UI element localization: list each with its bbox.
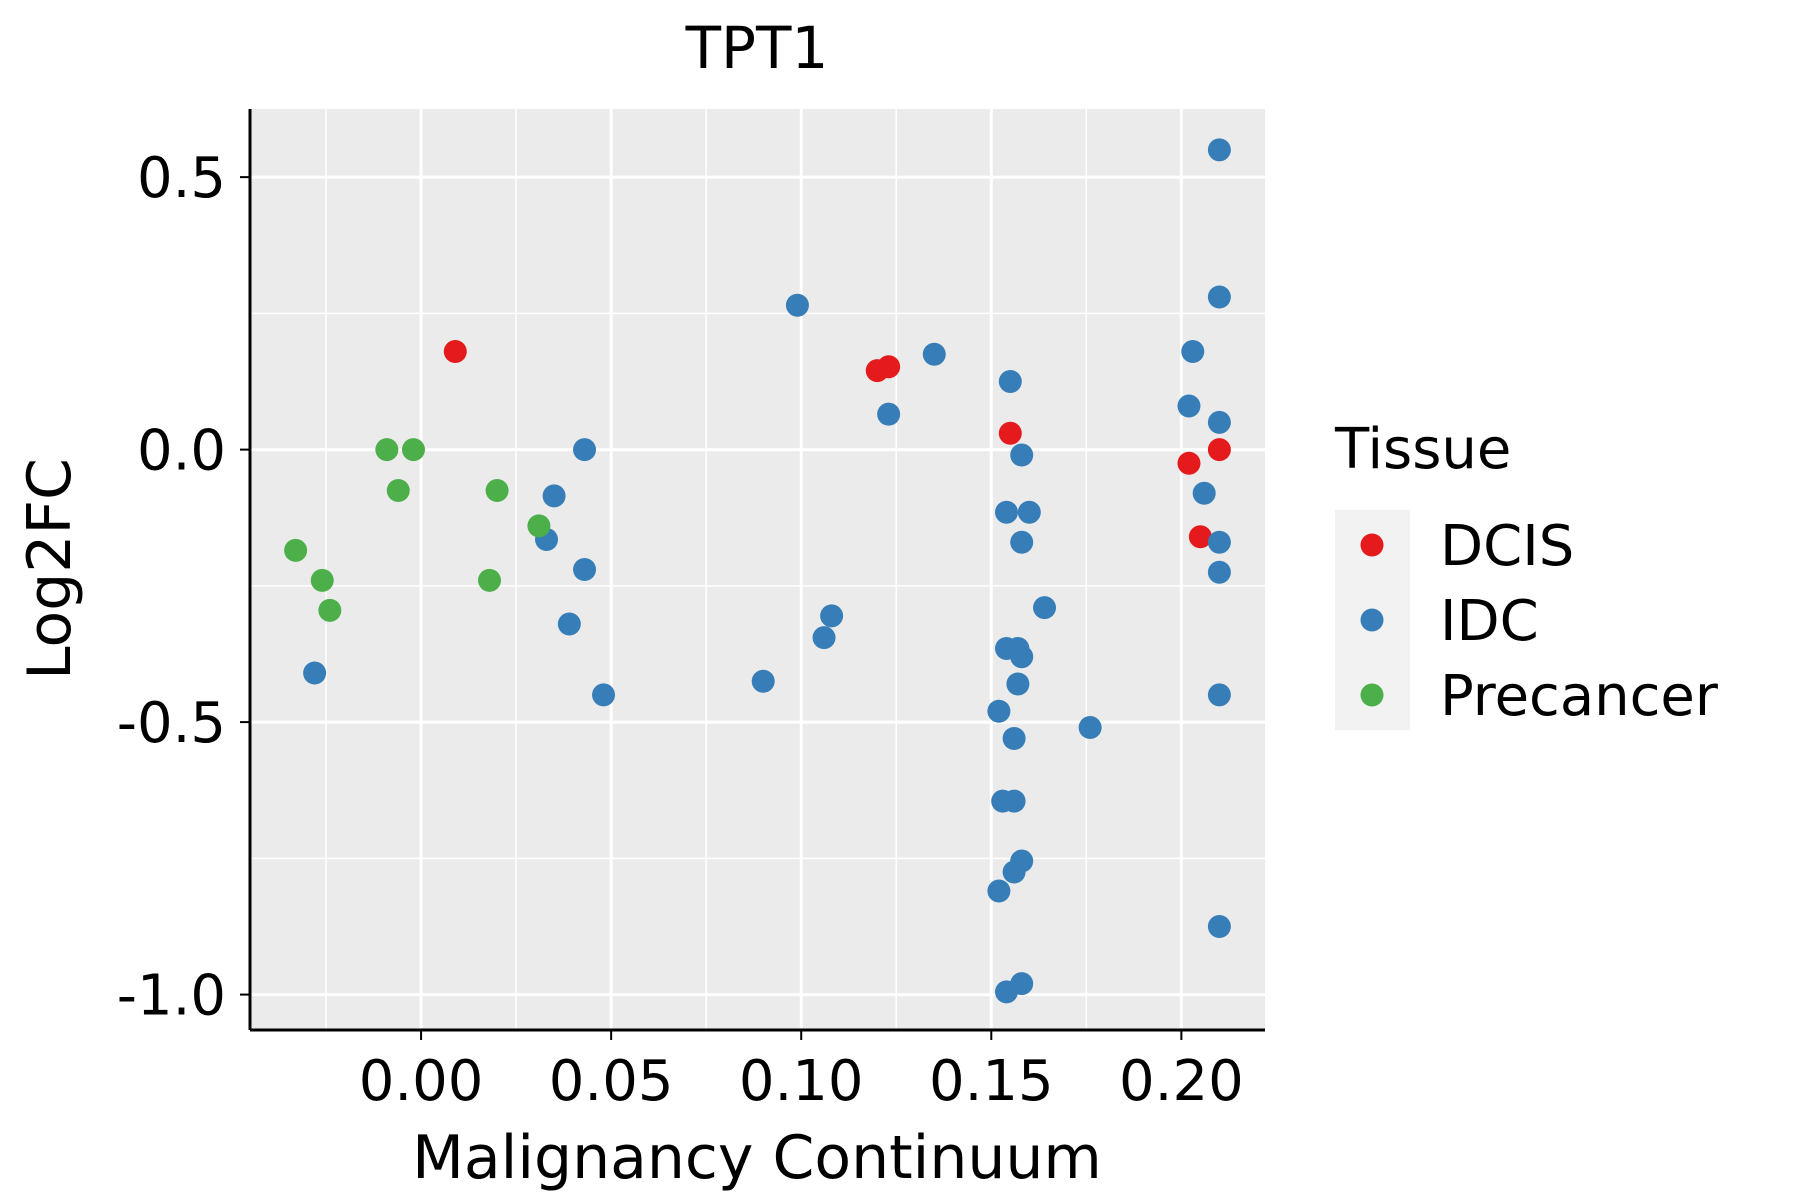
data-point-idc xyxy=(1181,340,1205,364)
chart-title: TPT1 xyxy=(685,14,829,82)
x-tick-label: 0.00 xyxy=(359,1049,484,1114)
x-tick-label: 0.20 xyxy=(1119,1049,1244,1114)
data-point-idc xyxy=(1002,726,1026,750)
data-point-idc xyxy=(557,612,581,636)
data-point-idc xyxy=(573,438,597,462)
y-tick-label: -1.0 xyxy=(117,964,226,1029)
data-point-idc xyxy=(1033,596,1057,620)
data-point-precancer xyxy=(310,568,334,592)
x-tick-label: 0.15 xyxy=(929,1049,1054,1114)
data-point-idc xyxy=(877,402,901,426)
data-point-precancer xyxy=(375,438,399,462)
data-point-idc xyxy=(1207,138,1231,162)
legend-title: Tissue xyxy=(1334,417,1511,482)
y-axis-label: Log2FC xyxy=(15,458,85,680)
data-point-precancer xyxy=(477,568,501,592)
data-point-idc xyxy=(1207,530,1231,554)
data-points xyxy=(284,138,1231,1004)
y-tick-label: 0.5 xyxy=(137,146,226,211)
data-point-idc xyxy=(1207,285,1231,309)
data-point-idc xyxy=(987,879,1011,903)
y-axis-ticks: -1.0 -0.5 0.0 0.5 xyxy=(117,146,250,1029)
data-point-idc xyxy=(542,484,566,508)
data-point-idc xyxy=(1002,860,1026,884)
data-point-idc xyxy=(1192,481,1216,505)
legend-marker-idc xyxy=(1360,608,1384,632)
legend-marker-dcis xyxy=(1360,533,1384,557)
x-axis-ticks: 0.00 0.05 0.10 0.15 0.20 xyxy=(359,1030,1244,1114)
data-point-dcis xyxy=(1188,525,1212,549)
data-point-dcis xyxy=(1207,438,1231,462)
data-point-idc xyxy=(785,293,809,317)
data-point-idc xyxy=(922,342,946,366)
data-point-idc xyxy=(1006,672,1030,696)
x-tick-label: 0.05 xyxy=(549,1049,674,1114)
data-point-dcis xyxy=(877,355,901,379)
data-point-precancer xyxy=(318,598,342,622)
data-point-idc xyxy=(1010,530,1034,554)
data-point-idc xyxy=(573,558,597,581)
data-point-dcis xyxy=(1177,451,1201,475)
data-point-idc xyxy=(1010,972,1034,996)
data-point-precancer xyxy=(386,478,410,502)
data-point-idc xyxy=(1002,789,1026,813)
data-point-precancer xyxy=(485,478,509,502)
data-point-precancer xyxy=(284,538,308,562)
data-point-idc xyxy=(994,500,1018,524)
data-point-idc xyxy=(1017,500,1041,524)
legend-items: DCIS IDC Precancer xyxy=(1360,514,1719,729)
data-point-dcis xyxy=(998,421,1022,445)
data-point-idc xyxy=(1010,645,1034,669)
y-tick-label: -0.5 xyxy=(117,691,226,756)
data-point-idc xyxy=(1207,683,1231,707)
data-point-idc xyxy=(1207,410,1231,434)
legend-label-idc: IDC xyxy=(1440,589,1539,654)
data-point-idc xyxy=(751,669,775,693)
x-tick-label: 0.10 xyxy=(739,1049,864,1114)
legend-marker-precancer xyxy=(1360,683,1384,707)
data-point-idc xyxy=(592,683,616,707)
data-point-idc xyxy=(1207,560,1231,584)
legend-label-dcis: DCIS xyxy=(1440,514,1574,579)
data-point-idc xyxy=(1177,394,1201,418)
data-point-idc xyxy=(987,699,1011,723)
panel-background xyxy=(250,109,1265,1030)
data-point-idc xyxy=(1010,443,1034,467)
grid xyxy=(250,109,1265,1030)
legend: Tissue DCIS IDC Precancer xyxy=(1334,417,1719,730)
data-point-idc xyxy=(812,626,836,650)
data-point-idc xyxy=(1207,914,1231,938)
data-point-idc xyxy=(1078,716,1102,740)
data-point-idc xyxy=(998,369,1022,393)
data-point-dcis xyxy=(443,340,467,364)
data-point-idc xyxy=(820,604,844,628)
data-point-precancer xyxy=(527,514,551,538)
data-point-idc xyxy=(303,661,327,685)
legend-label-precancer: Precancer xyxy=(1440,664,1719,729)
y-tick-label: 0.0 xyxy=(137,419,226,484)
data-point-precancer xyxy=(401,438,425,462)
x-axis-label: Malignancy Continuum xyxy=(412,1123,1102,1193)
